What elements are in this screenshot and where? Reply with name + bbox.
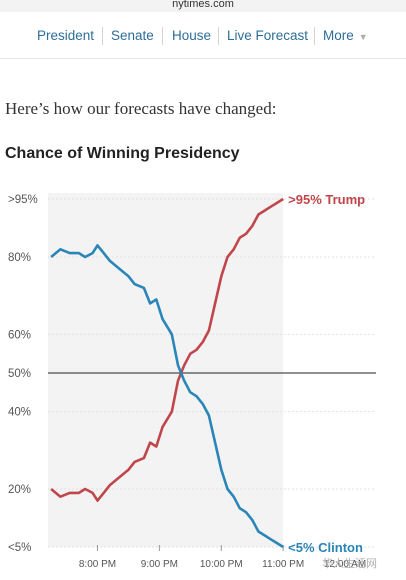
y-tick-label: 80%: [8, 252, 31, 264]
y-tick-label: 60%: [8, 329, 31, 341]
plot-shade: [48, 193, 284, 547]
x-tick-label: 8:00 PM: [79, 559, 116, 570]
nav-item-senate[interactable]: Senate: [111, 28, 154, 43]
watermark: 华人生活网: [322, 558, 377, 570]
chart-title: Chance of Winning Presidency: [5, 145, 240, 162]
nav-divider: [102, 27, 103, 45]
url-bar[interactable]: nytimes.com: [0, 0, 406, 12]
nav-divider: [162, 27, 163, 45]
nav-item-more-label: More: [323, 28, 354, 43]
section-nav: President Senate House Live Forecast Mor…: [0, 12, 406, 59]
series-line-clinton: [50, 244, 284, 549]
clinton-end-label: <5% Clinton: [288, 540, 363, 555]
nav-divider: [314, 27, 315, 45]
y-tick-label: <5%: [8, 542, 31, 554]
x-axis: 8:00 PM 9:00 PM 10:00 PM 11:00 PM 12:00 AM: [79, 545, 366, 570]
x-tick-label: 11:00 PM: [262, 559, 304, 570]
y-tick-label: >95%: [8, 194, 38, 206]
intro-text: Here’s how our forecasts have changed:: [5, 99, 277, 118]
nav-item-live-forecast[interactable]: Live Forecast: [227, 28, 309, 43]
x-tick-label: 10:00 PM: [200, 559, 243, 570]
y-tick-label: 50%: [8, 368, 31, 380]
y-axis: >95% 80% 60% 50% 40% 20% <5%: [8, 194, 38, 554]
nav-divider: [218, 27, 219, 45]
y-tick-label: 20%: [8, 484, 31, 496]
x-tick-label: 12:00 AM: [324, 559, 366, 570]
nav-item-house[interactable]: House: [172, 28, 212, 43]
trump-end-label: >95% Trump: [288, 192, 365, 207]
series-line-trump: [50, 197, 284, 502]
grid-lines: [48, 198, 376, 548]
nav-item-president[interactable]: President: [37, 28, 95, 43]
x-tick-label: 9:00 PM: [141, 559, 178, 570]
chevron-down-icon: ▼: [358, 32, 368, 42]
nav-item-more[interactable]: More ▼: [323, 27, 368, 46]
y-tick-label: 40%: [8, 407, 31, 419]
